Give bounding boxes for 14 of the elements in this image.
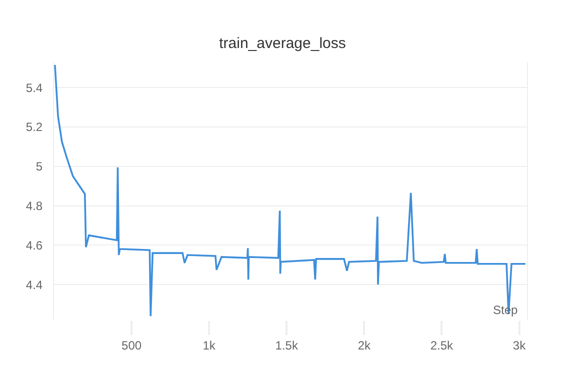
y-tick-label: 5.4: [26, 80, 43, 95]
x-tick-label: 3k: [512, 338, 527, 352]
x-tick-label: 2k: [358, 338, 372, 352]
y-tick-label: 5.2: [26, 120, 43, 134]
y-tick-label: 4.6: [26, 238, 43, 252]
x-tick-label: 2.5k: [430, 338, 454, 352]
x-tick-label: 1k: [202, 338, 216, 352]
x-tick-label: 500: [122, 338, 142, 352]
x-tick-label: 1.5k: [275, 338, 299, 352]
y-tick-label: 5: [36, 160, 43, 174]
line-series: [54, 64, 526, 317]
y-tick-label: 4.4: [26, 278, 43, 292]
y-tick-label: 4.8: [26, 198, 43, 213]
chart-title: train_average_loss: [219, 34, 346, 52]
